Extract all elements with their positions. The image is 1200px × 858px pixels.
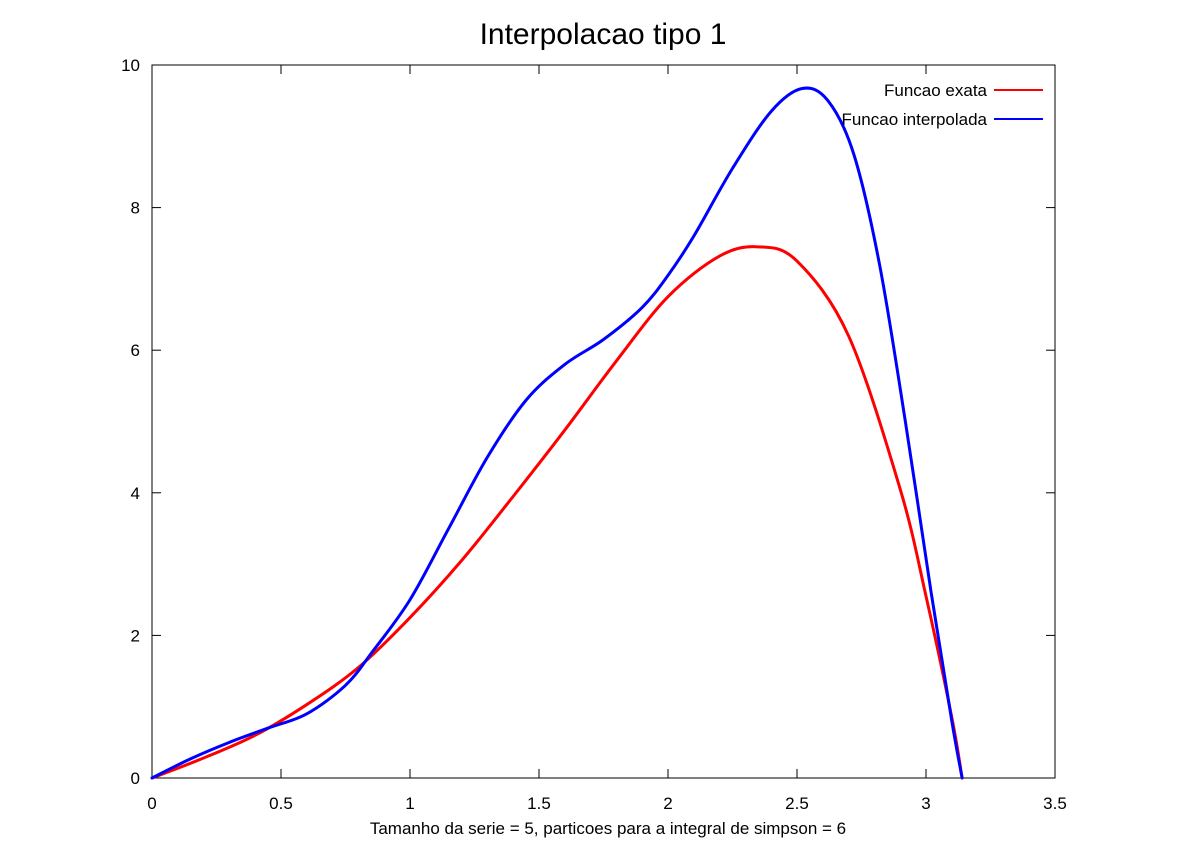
x-tick-label: 0 [147,794,156,813]
x-tick-label: 2 [663,794,672,813]
x-tick-label: 3 [921,794,930,813]
y-tick-label: 10 [121,56,140,75]
axis-ticks [151,64,1056,779]
x-axis-label: Tamanho da serie = 5, particoes para a i… [370,819,846,838]
legend-label: Funcao interpolada [841,110,987,129]
plot-frame [151,64,1056,779]
y-tick-label: 6 [131,341,140,360]
series-lines [150,86,964,780]
x-tick-label: 3.5 [1043,794,1067,813]
legend-label: Funcao exata [884,81,988,100]
plot-border [151,64,1056,779]
chart-title: Interpolacao tipo 1 [480,18,727,51]
series-line-1 [150,245,964,780]
legend: Funcao exata Funcao interpolada [841,81,1043,129]
series-line-2 [150,86,964,780]
x-tick-label: 1.5 [527,794,551,813]
x-tick-label: 0.5 [269,794,293,813]
x-tick-label: 1 [405,794,414,813]
y-tick-label: 4 [131,484,140,503]
axis-tick-labels: 0 0.5 1 1.5 2 2.5 3 3.5 0 2 4 6 8 10 [121,56,1067,813]
y-tick-label: 2 [131,626,140,645]
y-tick-label: 8 [131,199,140,218]
y-tick-label: 0 [131,769,140,788]
x-tick-label: 2.5 [785,794,809,813]
